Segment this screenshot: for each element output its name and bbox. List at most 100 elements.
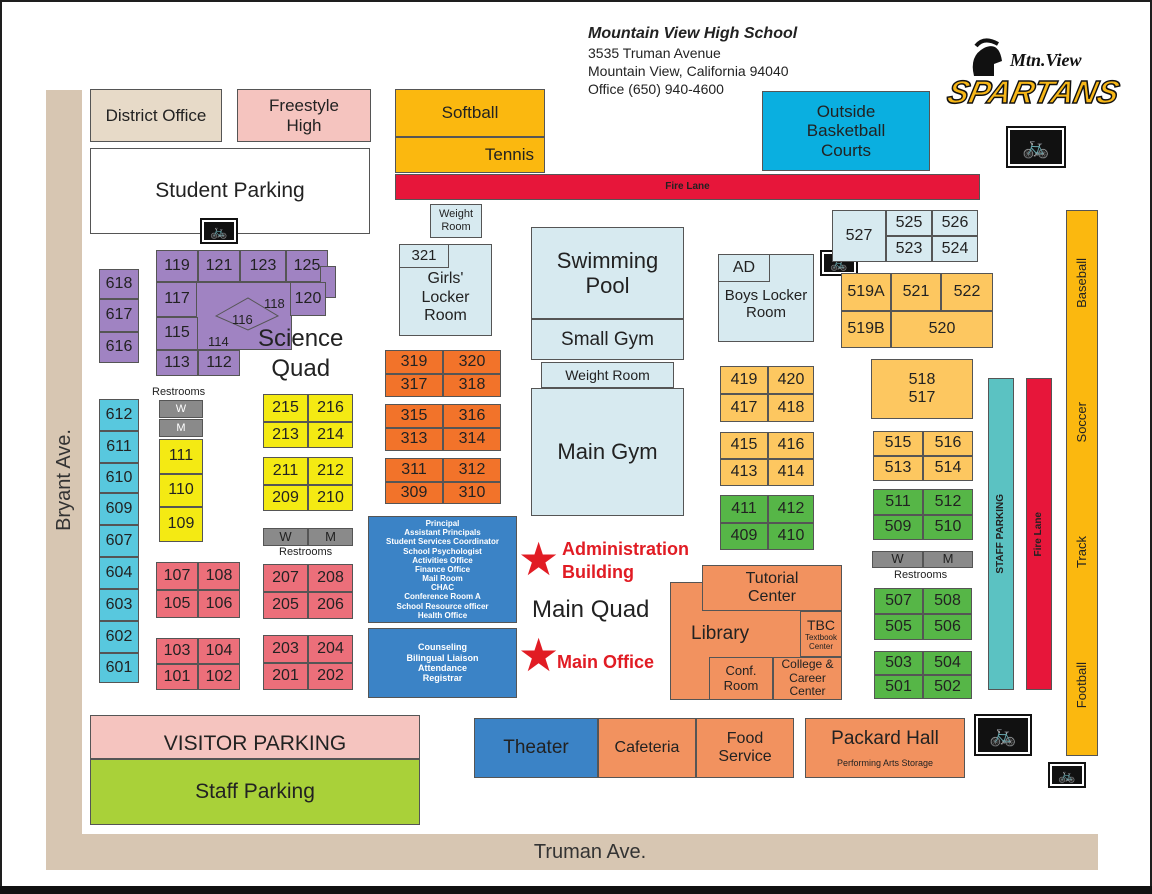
room-504: 504: [923, 651, 972, 675]
room-106-label: 106: [205, 594, 233, 612]
star-icon: ★: [518, 533, 560, 585]
room-201: 201: [263, 663, 308, 690]
room-123: 123: [240, 250, 286, 282]
science-quad-label-line2: Quad: [271, 355, 331, 382]
room-618-label: 618: [105, 274, 133, 292]
softball-label: Softball: [441, 103, 499, 123]
packard-hall: Packard Hall Performing Arts Storage: [805, 718, 965, 778]
room-509-label: 509: [884, 518, 912, 536]
room-507-label: 507: [885, 591, 912, 609]
room-515-label: 515: [884, 434, 912, 452]
restroom-men-left: M: [159, 419, 203, 437]
room-601: 601: [99, 653, 139, 683]
room-419: 419: [720, 366, 768, 394]
room-319: 319: [385, 350, 443, 374]
room-317: 317: [385, 374, 443, 397]
room-114-label: 114: [208, 334, 229, 349]
room-517-label: 517: [908, 389, 936, 406]
room-213: 213: [263, 422, 308, 448]
room-410-label: 410: [777, 527, 805, 545]
room-416: 416: [768, 432, 814, 459]
room-320-label: 320: [458, 352, 486, 370]
room-321: 321: [399, 244, 449, 268]
room-504-label: 504: [934, 653, 961, 671]
restroom-women-right: W: [872, 551, 923, 568]
room-527-label: 527: [845, 226, 873, 244]
room-413-label: 413: [730, 463, 758, 481]
staff-parking-east: STAFF PARKING: [988, 378, 1014, 690]
college-career-label: College & Career Center: [781, 656, 834, 699]
room-205-label: 205: [272, 596, 299, 614]
bryant-avenue: Bryant Ave.: [46, 90, 82, 870]
room-607-label: 607: [105, 531, 133, 549]
room-108-label: 108: [205, 566, 233, 584]
room-524-label: 524: [941, 239, 969, 257]
room-107-label: 107: [163, 566, 191, 584]
room-313: 313: [385, 428, 443, 451]
room-210-label: 210: [317, 488, 344, 506]
room-502-label: 502: [934, 677, 961, 695]
room-318: 318: [443, 374, 501, 397]
room-611-label: 611: [106, 437, 132, 455]
room-510-label: 510: [934, 518, 962, 536]
room-103: 103: [156, 638, 198, 664]
room-616: 616: [99, 332, 139, 363]
girls-locker-label: Girls' Locker Room: [421, 270, 470, 325]
room-607: 607: [99, 525, 139, 557]
room-104-label: 104: [205, 641, 233, 659]
room-419-label: 419: [730, 370, 758, 388]
room-519b-label: 519B: [847, 320, 885, 338]
room-116-label: 116: [232, 312, 253, 327]
visitor-parking: VISITOR PARKING: [90, 715, 420, 759]
tbc-sub-label: Textbook Center: [804, 632, 838, 652]
room-315-label: 315: [400, 406, 428, 424]
fire-lane-east-label: Fire Lane: [1033, 511, 1045, 557]
room-526-label: 526: [941, 213, 969, 231]
room-513: 513: [873, 456, 923, 481]
conf-room-label: Conf. Room: [723, 662, 759, 693]
room-108: 108: [198, 562, 240, 590]
room-320: 320: [443, 350, 501, 374]
admin-label-line1: Administration: [562, 539, 690, 559]
room-314: 314: [443, 428, 501, 451]
room-416-label: 416: [777, 436, 805, 454]
window-bottom-bar: [0, 886, 1152, 894]
room-110: 110: [159, 474, 203, 507]
room-116-diamond: [214, 297, 280, 331]
school-address-line1: 3535 Truman Avenue: [588, 45, 721, 61]
room-104: 104: [198, 638, 240, 664]
room-603-label: 603: [105, 595, 133, 613]
conference-room: Conf. Room: [709, 657, 773, 700]
room-601-label: 601: [105, 658, 133, 676]
admin-label-line2: Building: [562, 561, 634, 582]
district-office-label: District Office: [105, 105, 207, 125]
room-522: 522: [941, 273, 993, 311]
small-gym-label: Small Gym: [561, 328, 654, 350]
room-610: 610: [99, 463, 139, 493]
main-quad-label: Main Quad: [532, 596, 650, 623]
main-office-line: Counseling: [418, 642, 467, 653]
room-505: 505: [874, 614, 923, 640]
room-115-label: 115: [164, 324, 190, 342]
room-414: 414: [768, 459, 814, 486]
athletic-fields: Baseball Soccer Track Football: [1066, 210, 1098, 756]
room-209-label: 209: [272, 488, 299, 506]
room-111: 111: [159, 439, 203, 474]
room-515: 515: [873, 431, 923, 456]
room-513-label: 513: [884, 459, 912, 477]
room-412-label: 412: [777, 499, 805, 517]
room-617-label: 617: [105, 306, 133, 324]
room-109: 109: [159, 507, 203, 542]
restrooms-label-right: Restrooms: [894, 569, 948, 581]
room-506-label: 506: [934, 617, 961, 635]
room-414-label: 414: [777, 463, 805, 481]
room-519a-label: 519A: [847, 282, 885, 300]
room-208-label: 208: [317, 568, 344, 586]
room-413: 413: [720, 459, 768, 486]
staff-parking-south-label: Staff Parking: [195, 779, 315, 803]
boys-locker-label: Boys Locker Room: [724, 286, 808, 321]
room-113-label: 113: [164, 353, 190, 371]
room-204-label: 204: [317, 639, 344, 657]
bryant-avenue-label: Bryant Ave.: [52, 429, 75, 531]
admin-line: Mail Room: [422, 574, 463, 584]
